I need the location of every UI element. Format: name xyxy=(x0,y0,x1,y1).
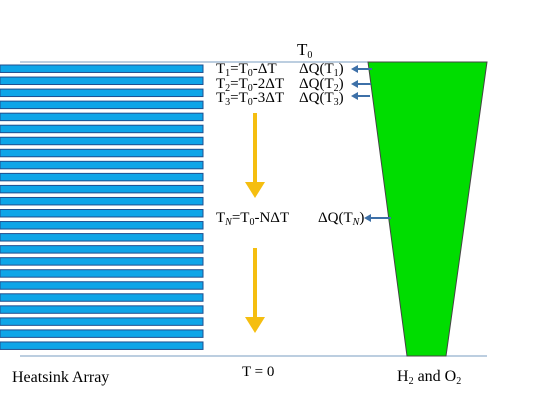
heat-flow-pointer-n xyxy=(364,214,391,222)
heatsink-bar xyxy=(0,245,204,254)
heat-flow-label-1: ΔQ(T1) xyxy=(299,61,344,79)
heatsink-bar xyxy=(0,281,204,290)
temperature-label-n: TN=T0-NΔT xyxy=(216,210,290,228)
heatsink-bar xyxy=(0,209,204,218)
heatsink-bar xyxy=(0,257,204,266)
heatsink-bar xyxy=(0,329,204,338)
heatsink-bar xyxy=(0,184,204,194)
heatsink-bar xyxy=(0,196,204,206)
heatsink-bar xyxy=(0,148,204,158)
temperature-label-1: T1=T0-ΔT xyxy=(216,61,277,79)
cooling-arrows xyxy=(245,113,265,333)
temperature-label-2: T2=T0-2ΔT xyxy=(216,76,285,94)
heatsink-bar xyxy=(0,124,204,134)
heat-flow-pointer-2 xyxy=(351,80,371,88)
heatsink-array xyxy=(0,64,204,350)
top-temperature-label: T0 xyxy=(297,40,313,61)
heatsink-bar xyxy=(0,160,204,170)
bottom-temperature-label: T = 0 xyxy=(242,364,275,380)
heatsink-bar xyxy=(0,233,204,242)
heatsink-bar xyxy=(0,136,204,146)
heatsink-bar xyxy=(0,341,204,350)
reactants-caption: H2 and O2 xyxy=(397,368,462,387)
cooling-arrow-lower xyxy=(245,248,265,333)
heat-flow-pointer-3 xyxy=(351,92,370,100)
heatsink-bar xyxy=(0,112,204,122)
reactant-cone xyxy=(367,61,488,357)
heatsink-array-caption: Heatsink Array xyxy=(12,369,110,386)
heatsink-bar xyxy=(0,76,204,86)
heatsink-bar xyxy=(0,221,204,230)
heatsink-bar xyxy=(0,100,204,110)
heat-flow-label-n: ΔQ(TN) xyxy=(318,210,365,228)
heat-flow-pointer-1 xyxy=(351,65,372,73)
heatsink-bar xyxy=(0,293,204,302)
heat-flow-label-3: ΔQ(T3) xyxy=(299,90,344,108)
heatsink-bar xyxy=(0,317,204,326)
temperature-label-3: T3=T0-3ΔT xyxy=(216,90,285,108)
heatsink-bar xyxy=(0,88,204,98)
heatsink-bar xyxy=(0,172,204,182)
heat-flow-label-2: ΔQ(T2) xyxy=(299,76,344,94)
cooling-arrow-upper xyxy=(245,113,265,198)
heatsink-bar xyxy=(0,305,204,314)
heatsink-bar xyxy=(0,64,204,73)
heatsink-bar xyxy=(0,269,204,278)
heat-flow-pointers xyxy=(351,65,391,222)
